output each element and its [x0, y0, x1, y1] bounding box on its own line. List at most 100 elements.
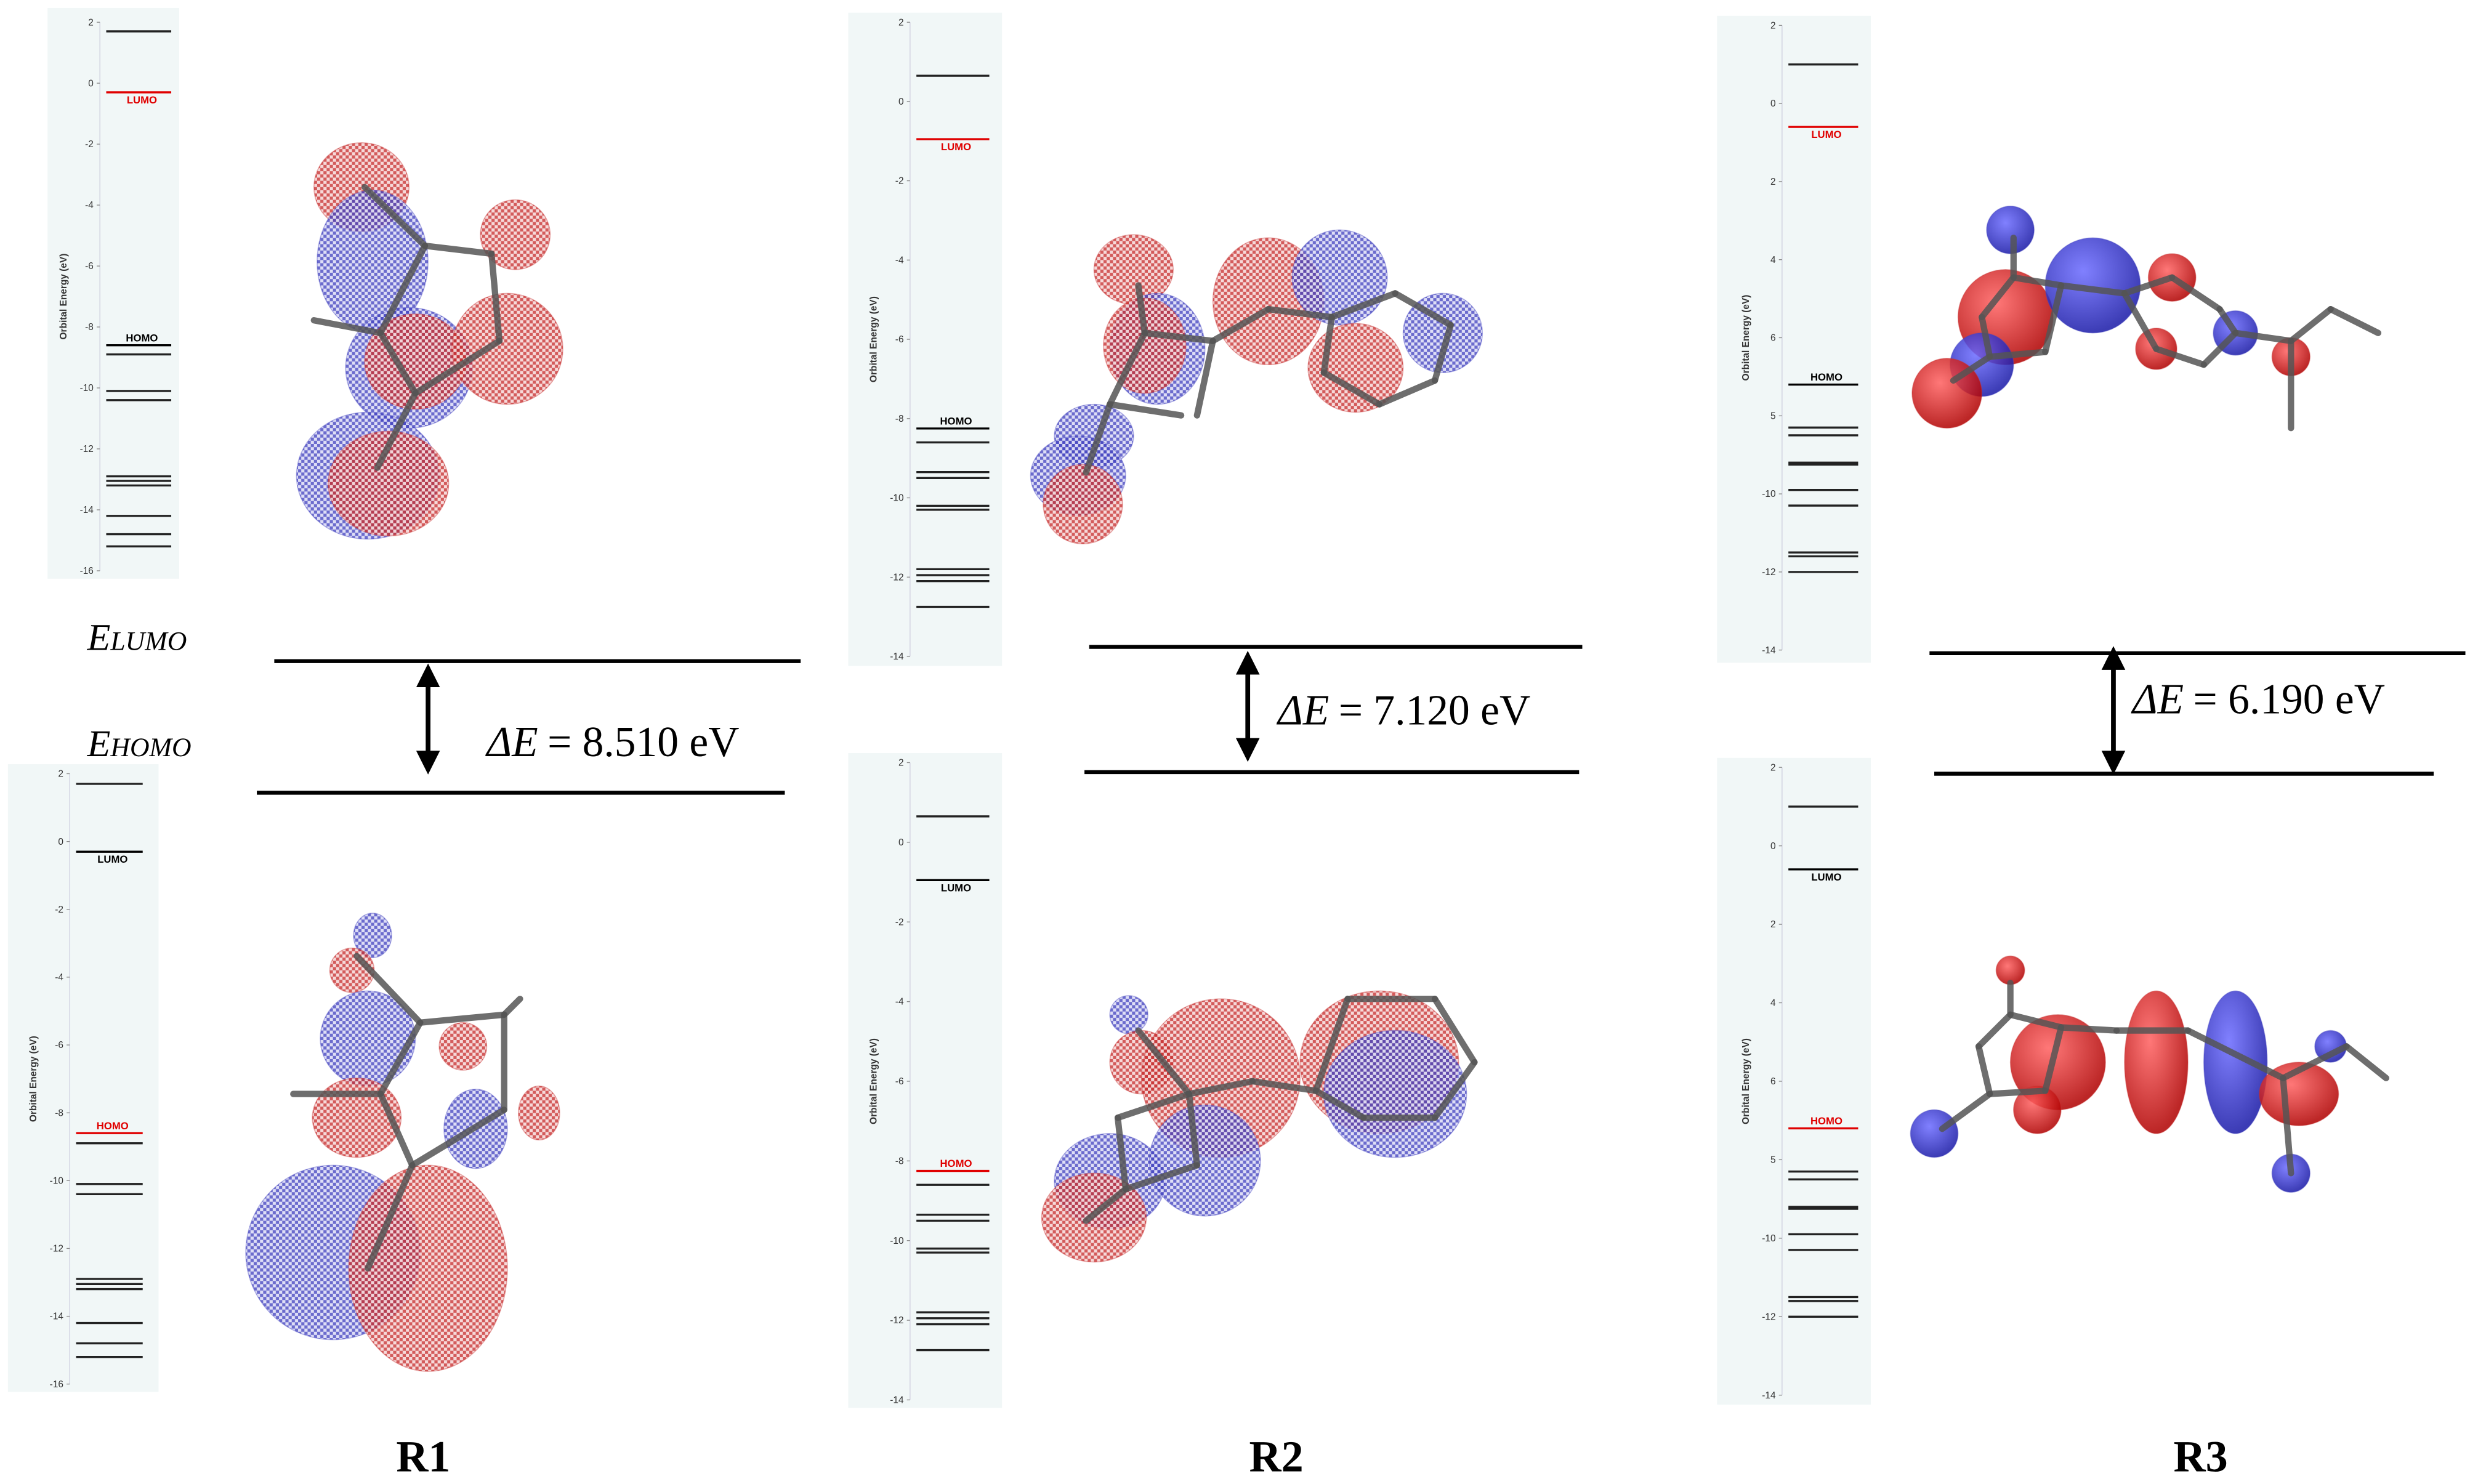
molecule — [1041, 990, 1478, 1263]
bond — [2169, 274, 2223, 313]
y-tick-label: -14 — [890, 651, 904, 662]
gap-symbol: ΔE — [2131, 676, 2184, 724]
bond — [1392, 290, 1454, 329]
bond — [2010, 274, 2065, 289]
gap-value: = 6.190 eV — [2193, 676, 2385, 724]
y-tick-label: -10 — [890, 1236, 903, 1246]
bond — [1975, 1043, 1993, 1097]
bond — [409, 1107, 507, 1169]
bond — [310, 317, 384, 336]
bond — [2057, 282, 2128, 297]
energy-diagram: 2 0 2 4 6 5 -10 -12 -14 Orbital Energy (eV) LUMO HO… — [1717, 15, 1871, 663]
bond — [1193, 337, 1216, 419]
bond — [1135, 1027, 1193, 1097]
y-tick-label: -4 — [895, 997, 904, 1007]
homo-label: HOMO — [1810, 1115, 1842, 1127]
bond — [1107, 329, 1148, 408]
bond — [1114, 1115, 1129, 1193]
bond — [1185, 1091, 1200, 1169]
bond — [1312, 1087, 1367, 1121]
bond — [2042, 1024, 2065, 1094]
bond — [1141, 329, 1216, 344]
energy-diagrams: 2 0 -2 -4 -6 -8 -10 -12 -14 -16 Orbital Energy (eV… — [7, 7, 1871, 1408]
orbital-lobe — [2012, 1085, 2062, 1134]
bond — [1986, 1087, 2049, 1097]
orbital-lobe — [2124, 990, 2189, 1134]
y-axis-label: Orbital Energy (eV) — [28, 1036, 39, 1122]
bond — [412, 337, 503, 397]
y-tick-label: 5 — [1770, 411, 1776, 421]
bond — [377, 1019, 424, 1097]
gap-label: ΔE = 7.120 eV — [1276, 687, 1530, 735]
y-tick-label: 6 — [1770, 333, 1776, 344]
y-tick-label: -6 — [55, 1040, 63, 1050]
y-tick-label: -4 — [895, 255, 904, 265]
y-tick-label: -4 — [85, 200, 94, 211]
y-tick-label: -12 — [1762, 567, 1775, 578]
y-axis-label: Orbital Energy (eV) — [869, 296, 879, 382]
bond — [2153, 345, 2207, 368]
molecule — [1910, 955, 2389, 1193]
gap-symbol: ΔE — [1276, 687, 1329, 735]
bond — [377, 1091, 416, 1169]
lumo-label: LUMO — [1811, 871, 1841, 883]
y-tick-label: -12 — [890, 572, 903, 583]
y-tick-label: 2 — [898, 758, 904, 768]
bond — [1083, 1185, 1129, 1224]
bond — [2121, 274, 2176, 297]
energy-diagram: 2 0 -2 -4 -6 -8 -10 -12 -14 -16 Orbital Energy (eV… — [47, 7, 179, 579]
y-tick-label: 2 — [1770, 919, 1776, 930]
bond — [421, 242, 495, 257]
diagram-background — [7, 764, 159, 1392]
bond — [1135, 282, 1148, 336]
bond — [1431, 321, 1454, 384]
e-homo-label: EHOMO — [87, 723, 192, 765]
y-tick-label: -10 — [1762, 1233, 1775, 1244]
gap-symbol: ΔE — [485, 719, 538, 766]
y-tick-label: 2 — [1770, 762, 1776, 773]
y-tick-label: -6 — [85, 261, 94, 272]
bond — [2057, 1024, 2120, 1034]
orbital-lobe — [1043, 464, 1123, 544]
lumo-label: LUMO — [941, 882, 971, 893]
y-tick-label: 0 — [1770, 841, 1776, 852]
bond — [1979, 274, 2017, 321]
y-tick-label: 0 — [1770, 99, 1776, 109]
bond — [1114, 1091, 1193, 1121]
bond — [2327, 305, 2382, 336]
y-tick-label: -10 — [1762, 489, 1775, 499]
diagram-background — [47, 7, 179, 579]
bond — [2007, 1011, 2065, 1031]
y-axis-label: Orbital Energy (eV) — [59, 254, 69, 340]
diagram-background — [1717, 757, 1871, 1405]
bond — [1986, 349, 2049, 360]
y-tick-label: 0 — [58, 837, 63, 847]
y-axis-label: Orbital Energy (eV) — [1741, 1038, 1751, 1124]
e-subscript: LUMO — [110, 627, 187, 656]
lumo-label: LUMO — [941, 141, 971, 153]
y-tick-label: -16 — [80, 566, 94, 576]
bond — [1979, 313, 1993, 360]
y-tick-label: -16 — [50, 1379, 63, 1390]
bond — [1975, 1011, 2014, 1050]
y-tick-label: -12 — [890, 1315, 903, 1326]
y-tick-label: -8 — [895, 414, 904, 424]
y-tick-label: 2 — [58, 769, 63, 780]
orbital-lobe — [1307, 323, 1404, 413]
bond — [1431, 995, 1478, 1066]
panel-name: R2 — [1249, 1432, 1304, 1481]
bond — [2288, 305, 2334, 344]
y-tick-label: 2 — [898, 17, 904, 28]
diagram-background — [1717, 15, 1871, 663]
y-tick-label: 2 — [1770, 177, 1776, 187]
bond — [377, 242, 429, 336]
e-symbol: E — [87, 617, 111, 659]
molecule — [1911, 206, 2382, 432]
y-tick-label: 0 — [898, 837, 904, 848]
homo-label: HOMO — [97, 1120, 129, 1132]
panel-name: R1 — [396, 1432, 450, 1481]
bond — [377, 329, 419, 397]
bond — [501, 995, 523, 1018]
